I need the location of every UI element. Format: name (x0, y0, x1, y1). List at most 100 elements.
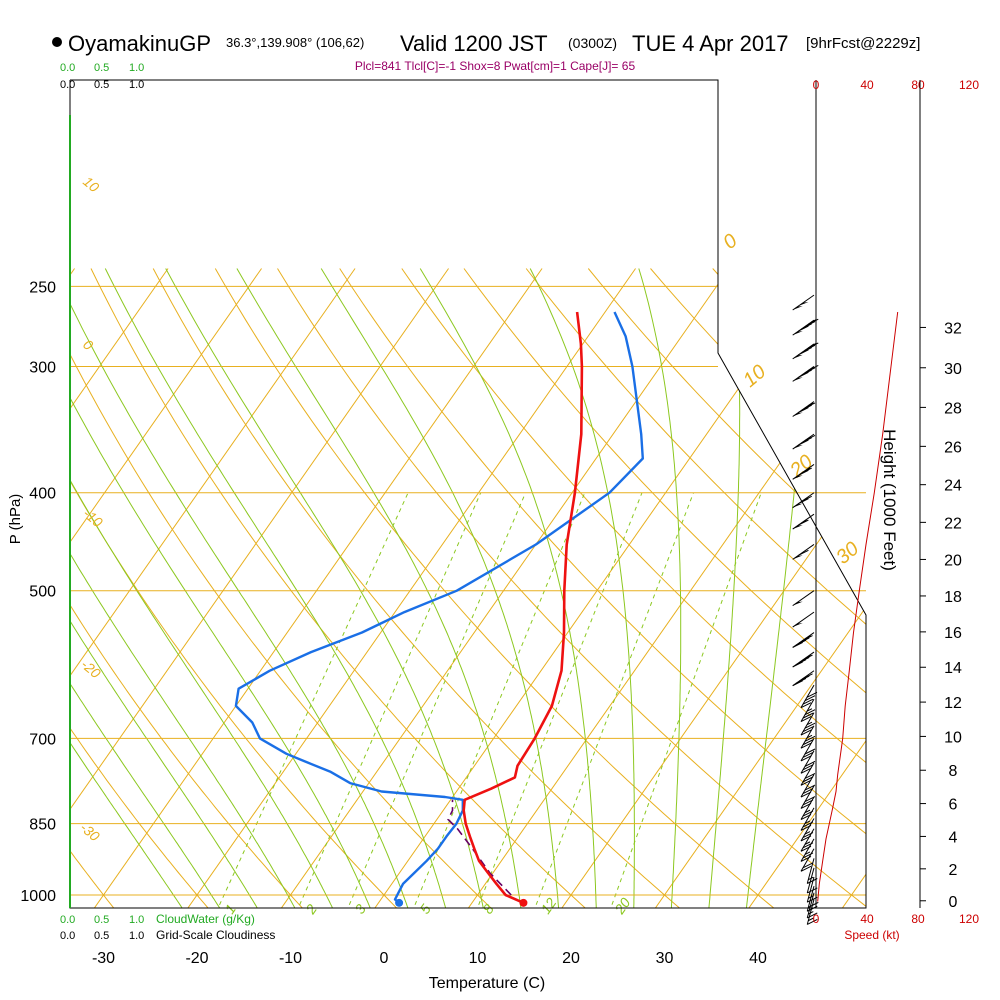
wind-barb (800, 774, 816, 798)
wind-barb-feather (800, 755, 812, 762)
cloud-water-tick: 1.0 (129, 62, 144, 74)
wind-barb-feather (800, 729, 812, 736)
moist-adiabat-line (70, 268, 186, 908)
wind-barb-feather (802, 635, 813, 642)
height-tick-label: 12 (944, 695, 962, 712)
wind-barb-feather (801, 323, 812, 330)
wind-barb-feather (804, 344, 816, 351)
wind-barb (792, 492, 815, 509)
height-tick-label: 6 (949, 797, 958, 814)
mixing-ratio-label: 2 (302, 901, 320, 918)
wind-barb-feather (802, 712, 814, 719)
wind-barb-feather (798, 549, 809, 556)
wind-barb-feather (807, 919, 818, 925)
wind-barb (792, 651, 815, 668)
wind-barb (806, 892, 818, 919)
wind-barb-half-feather (804, 820, 811, 824)
wind-barb-feather (798, 407, 809, 413)
moist-adiabat-line (104, 268, 448, 908)
wind-barb-feather (802, 842, 814, 849)
wind-barb-feather (800, 716, 812, 723)
moist-adiabat-line (236, 268, 522, 908)
wind-barb-feather (804, 434, 816, 441)
cloudiness-label: Grid-Scale Cloudiness (156, 928, 275, 942)
isotherm-line (70, 268, 169, 908)
moist-adiabat-line (419, 268, 597, 908)
cloudiness-tick: 1.0 (129, 79, 144, 91)
wind-barb (800, 738, 816, 762)
height-tick-label: 4 (949, 829, 958, 846)
wind-barb-feather (802, 776, 814, 783)
wind-barb-half-feather (804, 851, 811, 855)
moist-adiabat-line (70, 268, 223, 908)
height-tick-label: 10 (944, 729, 962, 746)
wind-barb-staff (792, 590, 815, 607)
wind-barb (792, 433, 816, 450)
speed-tick-top: 80 (911, 78, 925, 92)
x-tick-label: 40 (749, 950, 767, 967)
wind-barb-feather (792, 661, 803, 668)
wind-barb-feather (798, 498, 809, 505)
wind-barb (806, 867, 818, 894)
grid-clip (70, 268, 866, 908)
dry-adiabat-label: 10 (80, 173, 102, 195)
y-axis-title: P (hPa) (7, 494, 24, 545)
moist-adiabat-line (70, 268, 335, 908)
wind-barb-feather (808, 901, 819, 908)
valid-zulu: (0300Z) (568, 35, 617, 51)
speed-tick-bottom: 0 (813, 912, 820, 926)
moist-adiabat-line (529, 268, 635, 908)
wind-barb (800, 838, 815, 862)
mixing-ratio-label: 5 (416, 901, 434, 917)
moist-adiabat-line (70, 268, 373, 908)
wind-barb-half-feather (808, 402, 814, 407)
mixing-ratio-line (608, 492, 762, 908)
wind-barb-feather (804, 772, 816, 779)
wind-barb (792, 632, 815, 648)
moist-adiabat-line (165, 268, 485, 908)
wind-barb-half-feather (808, 911, 814, 915)
wind-barb-feather (798, 371, 809, 378)
wind-speed-line (817, 311, 899, 902)
wind-barb-feather (801, 404, 812, 411)
height-tick-label: 18 (944, 589, 962, 606)
wind-barb-feather (804, 402, 816, 409)
mixing-ratio-label: 20 (611, 895, 634, 918)
dry-adiabat-label: -30 (77, 819, 103, 844)
wind-barb-feather (808, 318, 819, 325)
wind-barb-feather (804, 695, 816, 702)
dry-adiabat-line (836, 268, 866, 908)
speed-axis-title: Speed (kt) (844, 928, 899, 942)
x-tick-label: 10 (469, 950, 487, 967)
wind-barb-feather (800, 702, 812, 709)
wind-barb-half-feather (804, 831, 811, 835)
speed-tick-top: 40 (860, 78, 874, 92)
speed-tick-top: 120 (959, 78, 979, 92)
plot-border (69, 79, 867, 909)
wind-barb (792, 464, 815, 480)
dry-adiabat-line (401, 268, 866, 908)
wind-barb-pennant (792, 377, 803, 382)
y-tick-label: 400 (29, 486, 56, 503)
wind-barb-feather (804, 735, 816, 742)
height-tick-label: 20 (944, 552, 962, 569)
wind-barb-feather (802, 810, 814, 817)
moist-adiabat-label: 0 (719, 230, 742, 254)
wind-barb-half-feather (806, 708, 813, 712)
wind-barb-half-feather (811, 342, 817, 347)
wind-barb-feather (795, 677, 807, 684)
wind-barb-feather (800, 824, 812, 831)
wind-barb-feather (808, 365, 819, 371)
wind-barb-half-feather (811, 318, 817, 323)
wind-barb-feather (802, 752, 814, 758)
x-tick-label: 0 (380, 950, 389, 967)
wind-barb (800, 684, 818, 709)
x-tick-label: -20 (185, 950, 208, 967)
height-tick-label: 30 (944, 361, 962, 378)
wind-profile (792, 80, 899, 925)
height-tick-label: 2 (949, 862, 958, 879)
wind-barb-pennant (792, 601, 803, 606)
wind-barb-feather (800, 865, 812, 872)
